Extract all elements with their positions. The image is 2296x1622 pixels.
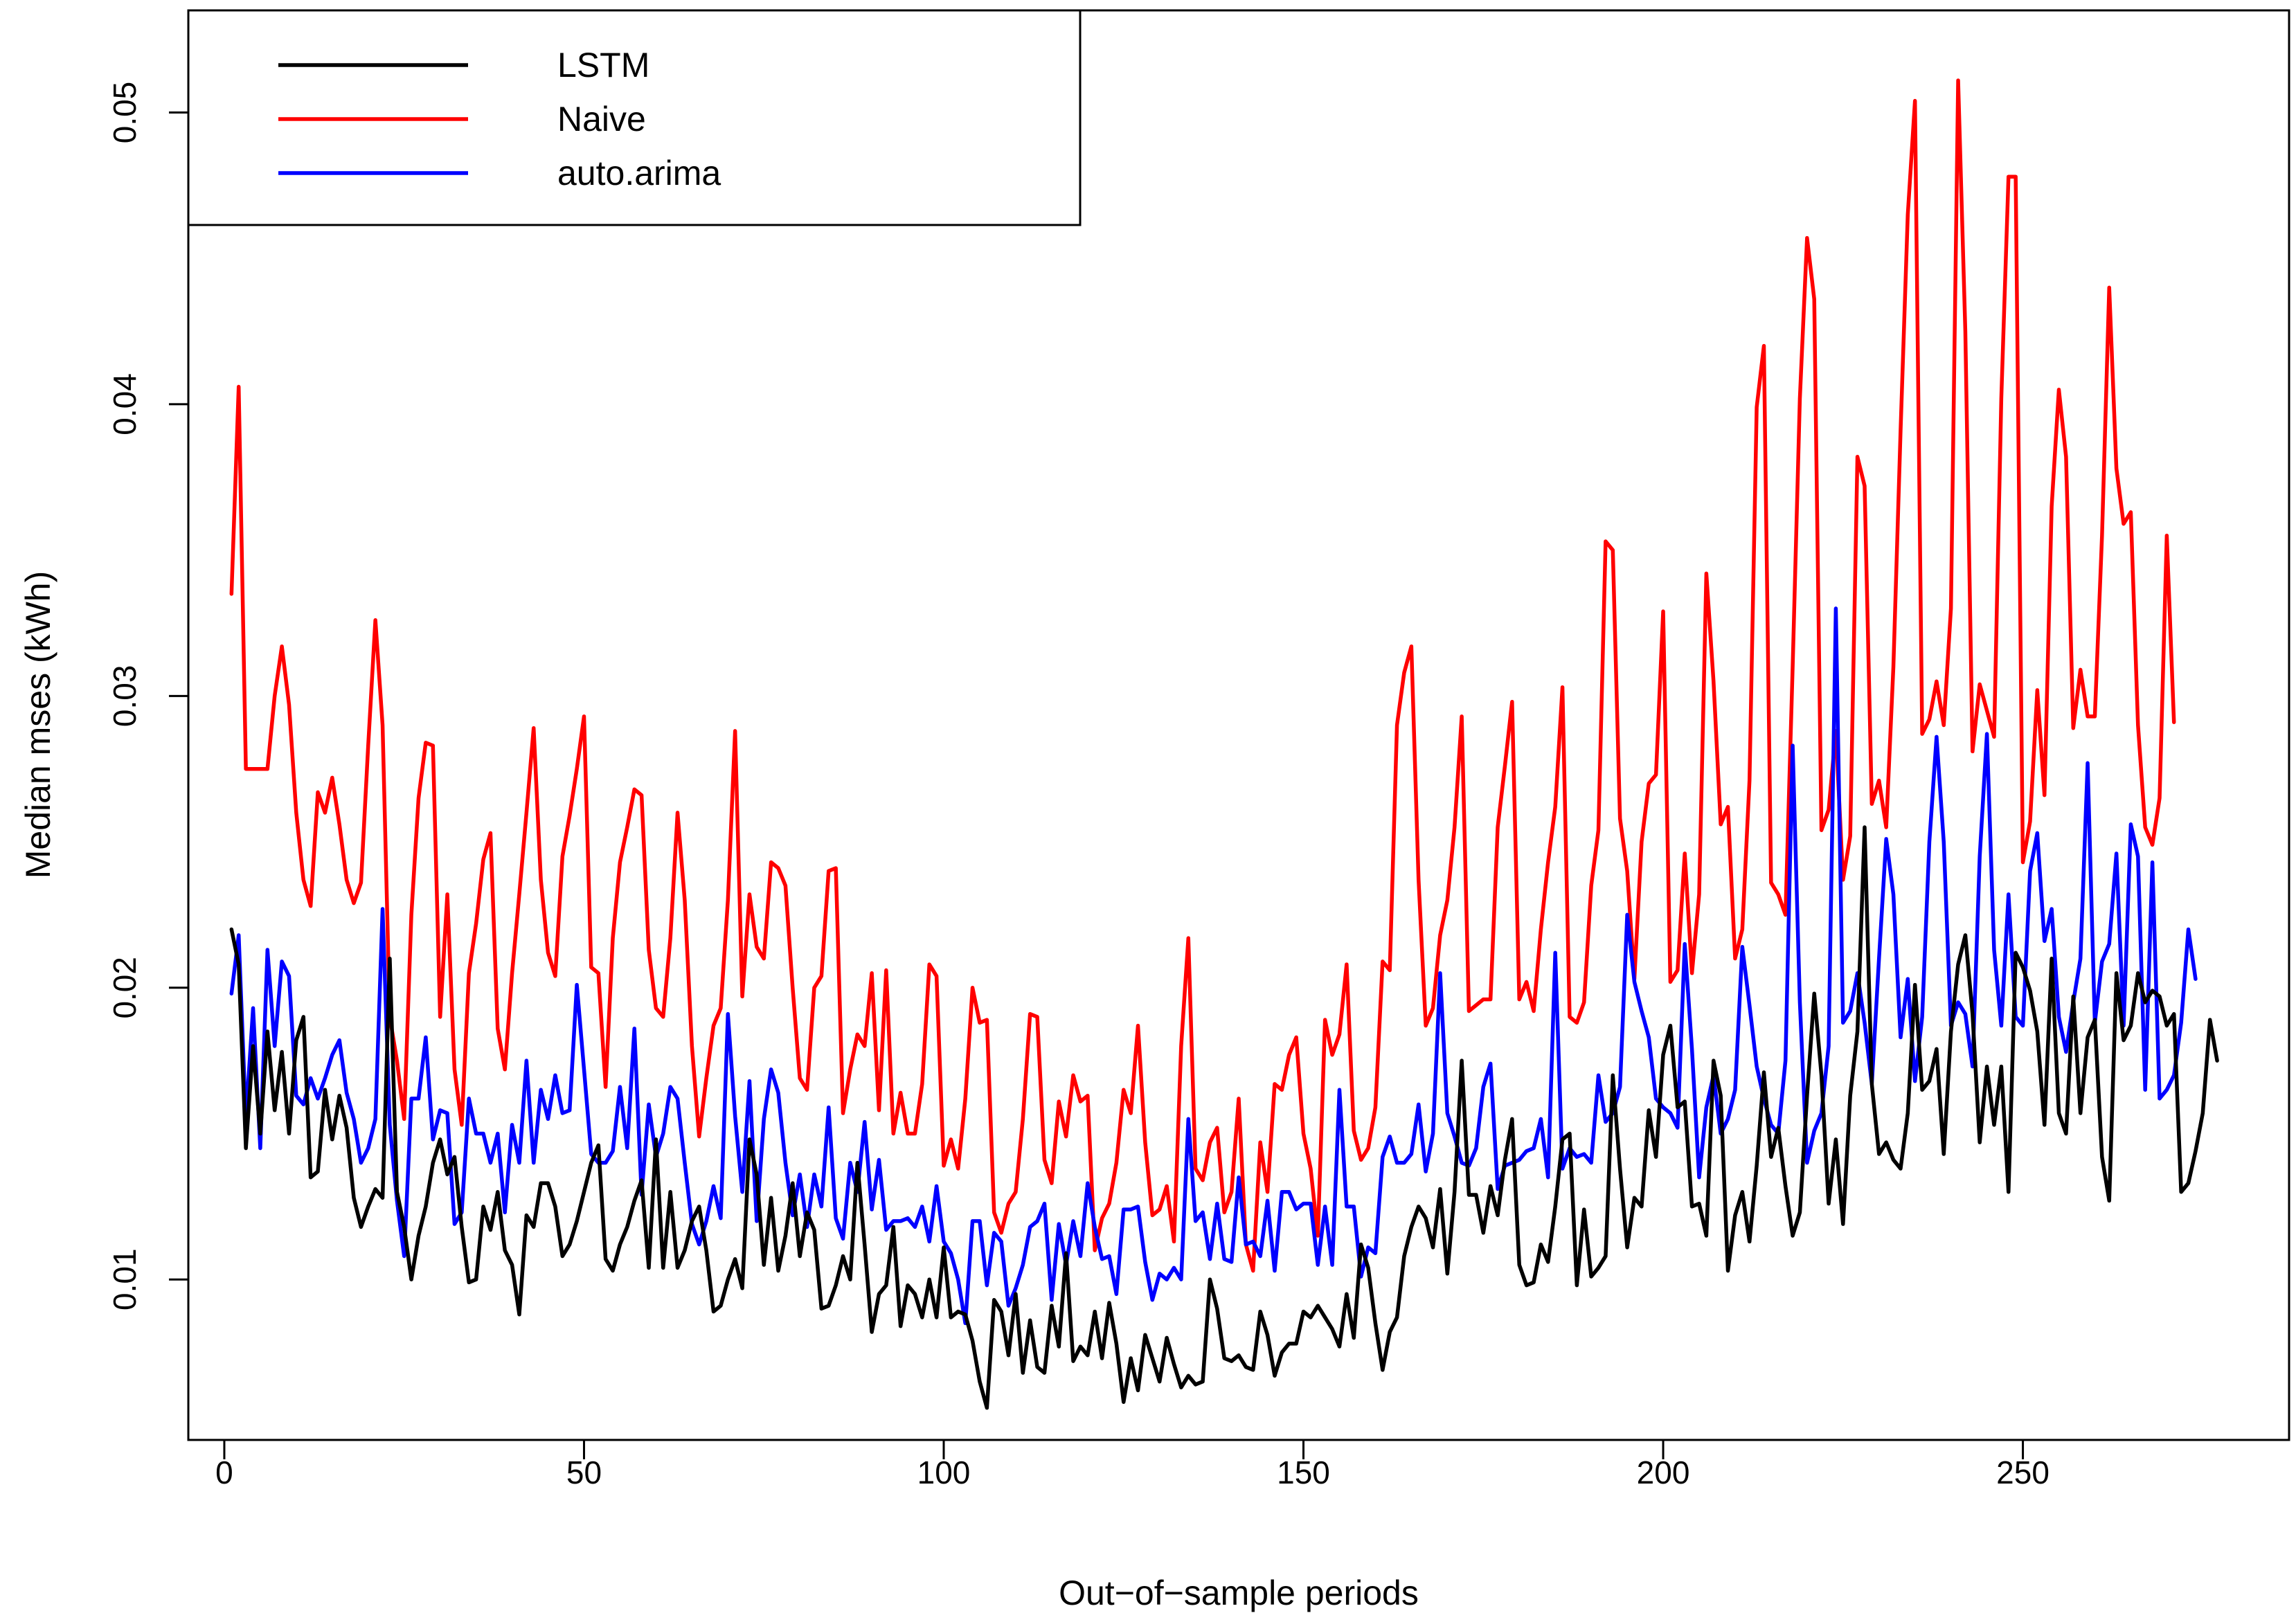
y-tick-label: 0.04	[107, 373, 143, 435]
x-axis-title: Out−of−sample periods	[1059, 1574, 1419, 1612]
x-tick-label: 50	[566, 1454, 602, 1490]
y-tick-label: 0.02	[107, 957, 143, 1019]
x-tick-label: 200	[1637, 1454, 1690, 1490]
series-layer	[229, 78, 2219, 1410]
legend-label-lstm: LSTM	[557, 46, 649, 84]
y-tick-label: 0.03	[107, 665, 143, 728]
legend-entries: LSTM Naive auto.arima	[278, 46, 721, 192]
y-axis-title: Median mses (kWh)	[19, 571, 57, 879]
x-axis: 0 50 100 150 200 250	[215, 1439, 2050, 1490]
legend-label-naive: Naive	[557, 100, 646, 138]
y-tick-label: 0.01	[107, 1248, 143, 1310]
legend: LSTM Naive auto.arima	[187, 9, 1082, 226]
x-tick-label: 0	[215, 1454, 233, 1490]
y-tick-label: 0.05	[107, 82, 143, 144]
x-tick-label: 150	[1277, 1454, 1330, 1490]
series-line-naive	[229, 78, 2176, 1273]
x-tick-label: 250	[1996, 1454, 2050, 1490]
series-line-lstm	[229, 825, 2219, 1410]
legend-label-auto-arima: auto.arima	[557, 154, 721, 192]
y-axis: 0.01 0.02 0.03 0.04 0.05	[107, 82, 190, 1310]
x-tick-label: 100	[917, 1454, 971, 1490]
series-line-auto-arima	[229, 606, 2198, 1326]
